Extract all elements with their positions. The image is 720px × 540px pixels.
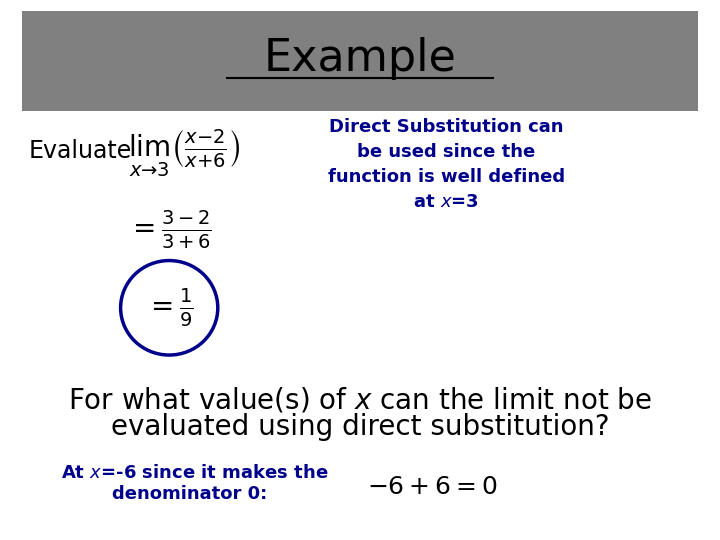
Text: Direct Substitution can
be used since the
function is well defined
at $x$=3: Direct Substitution can be used since th… (328, 118, 565, 211)
Bar (22, 11, 698, 111)
Text: evaluated using direct substitution?: evaluated using direct substitution? (111, 413, 609, 441)
Text: Evaluate: Evaluate (29, 139, 132, 163)
Text: Example: Example (264, 37, 456, 80)
Text: $-6+6=0$: $-6+6=0$ (366, 475, 498, 499)
Text: At $x$=-6 since it makes the: At $x$=-6 since it makes the (61, 463, 329, 482)
Text: $\lim_{x \to 3}\left(\frac{x-2}{x+6}\right)$: $\lim_{x \to 3}\left(\frac{x-2}{x+6}\rig… (127, 129, 240, 179)
Text: $=\frac{1}{9}$: $=\frac{1}{9}$ (145, 287, 194, 329)
Text: For what value(s) of $x$ can the limit not be: For what value(s) of $x$ can the limit n… (68, 385, 652, 414)
Text: denominator 0:: denominator 0: (112, 485, 267, 503)
Text: $=\frac{3-2}{3+6}$: $=\frac{3-2}{3+6}$ (127, 208, 212, 251)
